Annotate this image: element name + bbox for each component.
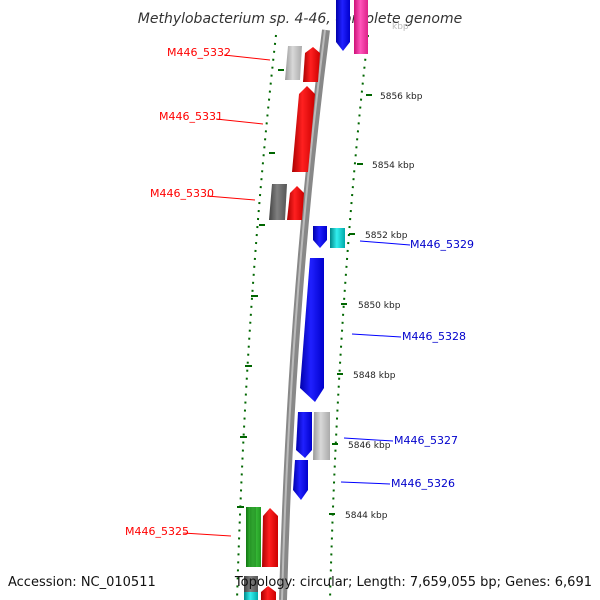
gene-label-m446-5328[interactable]: M446_5328: [402, 330, 466, 343]
tick-label-5852: 5852 kbp: [365, 231, 408, 241]
gene-m446-5330[interactable]: [287, 186, 304, 220]
left-tick-marks: [237, 69, 284, 508]
gene-m446-5327[interactable]: [296, 412, 312, 458]
gene-m446-5328[interactable]: [300, 258, 324, 402]
accession-info: Accession: NC_010511: [8, 575, 156, 590]
tick-label-5848: 5848 kbp: [353, 371, 396, 381]
tick-label-5854: 5854 kbp: [372, 161, 415, 171]
gene-label-m446-5327[interactable]: M446_5327: [394, 434, 458, 447]
reverse-label-leaders: [182, 54, 271, 537]
gene-label-m446-5326[interactable]: M446_5326: [391, 477, 455, 490]
gene-feature-magenta[interactable]: [354, 0, 368, 54]
gene-feature-green-inner: [250, 507, 256, 567]
tick-label-5846: 5846 kbp: [348, 441, 391, 451]
gene-feature-darkgray-5330[interactable]: [269, 184, 287, 220]
gene-feature-cyan-bottom[interactable]: [244, 592, 258, 600]
genome-backbone-highlight: [281, 29, 326, 600]
right-tick-marks: [329, 94, 372, 515]
gene-label-m446-5330[interactable]: M446_5330: [150, 187, 214, 200]
gene-m446-5332[interactable]: [303, 47, 320, 82]
forward-label-leaders: [340, 240, 411, 485]
topology-info: Topology: circular; Length: 7,659,055 bp…: [234, 575, 592, 590]
gene-m446-5331[interactable]: [292, 86, 315, 172]
gene-label-m446-5325[interactable]: M446_5325: [125, 525, 189, 538]
gene-m446-5326[interactable]: [293, 460, 308, 500]
tick-label-5856: 5856 kbp: [380, 92, 423, 102]
gene-label-m446-5331[interactable]: M446_5331: [159, 110, 223, 123]
tick-label-5850: 5850 kbp: [358, 301, 401, 311]
map-title: Methylobacterium sp. 4-46, complete geno…: [138, 11, 462, 27]
gene-m446-5329[interactable]: [313, 226, 327, 248]
gene-label-m446-5332[interactable]: M446_5332: [167, 46, 231, 59]
tick-label-5844: 5844 kbp: [345, 511, 388, 521]
gene-feature-red-bottom[interactable]: [261, 586, 276, 600]
gene-feature-cyan[interactable]: [330, 228, 345, 248]
gene-m446-5325[interactable]: [262, 508, 278, 567]
gene-feature-blue[interactable]: [336, 0, 350, 51]
gene-feature-gray-5332[interactable]: [285, 46, 302, 80]
gene-feature-gray-5327[interactable]: [313, 412, 330, 460]
tick-label-partial: kbp: [392, 22, 409, 32]
gene-label-m446-5329[interactable]: M446_5329: [410, 238, 474, 251]
